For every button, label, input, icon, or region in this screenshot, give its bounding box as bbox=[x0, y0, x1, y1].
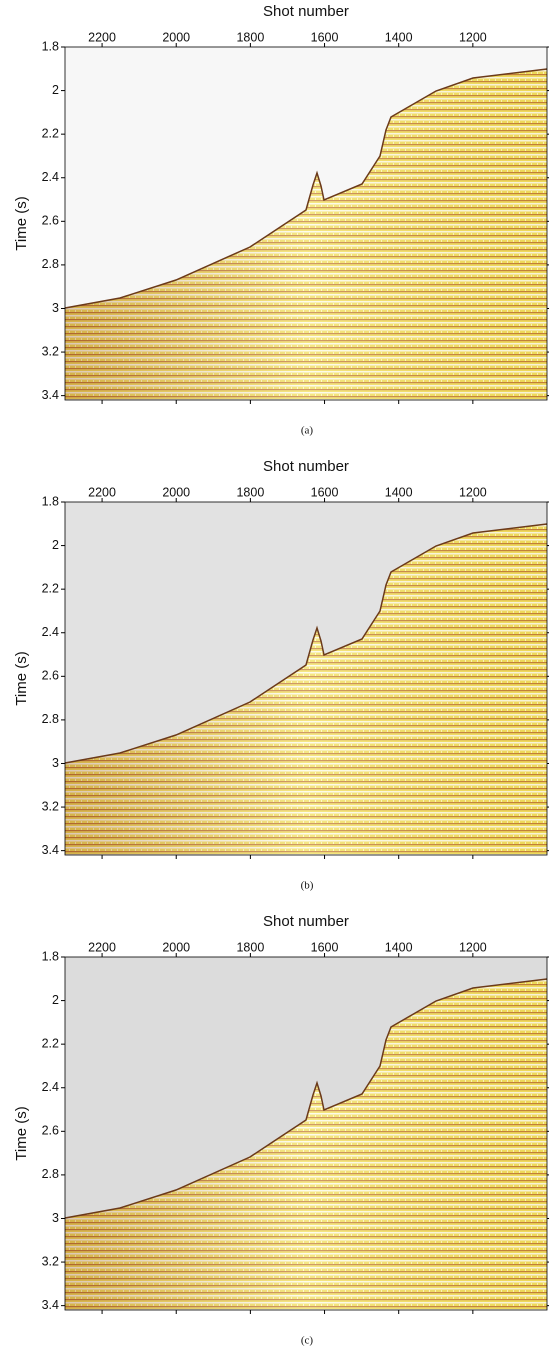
y-tick-label: 2.2 bbox=[42, 1036, 59, 1050]
sea-floor bbox=[64, 978, 548, 1219]
x-tick-label: 1800 bbox=[236, 30, 264, 44]
caption: (a) bbox=[301, 425, 314, 437]
panel: 2200 2000 1800 1600 1400 1200 1.8 2 2.2 2.4 2.6 2.8… bbox=[13, 913, 549, 1347]
y-tick-label: 2.8 bbox=[42, 712, 59, 726]
y-tick-label: 3.4 bbox=[42, 843, 59, 857]
sea-floor bbox=[64, 68, 548, 309]
y-tick-label: 1.8 bbox=[42, 39, 59, 53]
x-tick-label: 2200 bbox=[88, 485, 116, 499]
y-tick-label: 3.2 bbox=[42, 1254, 59, 1268]
x-tick-label: 2200 bbox=[88, 940, 116, 954]
x-axis-label: Shot number bbox=[263, 458, 349, 475]
sea-floor bbox=[64, 523, 548, 764]
x-tick-label: 2000 bbox=[162, 940, 190, 954]
x-tick-label: 1400 bbox=[385, 30, 413, 44]
plot-frame bbox=[64, 501, 548, 856]
x-tick-label: 1800 bbox=[236, 485, 264, 499]
y-tick-label: 2.8 bbox=[42, 257, 59, 271]
x-tick-label: 1400 bbox=[385, 485, 413, 499]
y-tick-label: 2.4 bbox=[42, 1080, 59, 1094]
y-tick-label: 2.4 bbox=[42, 170, 59, 184]
y-tick-label: 2 bbox=[52, 83, 59, 97]
y-tick-label: 2.4 bbox=[42, 625, 59, 639]
x-tick-label: 1200 bbox=[459, 940, 487, 954]
x-tick-label: 1400 bbox=[385, 940, 413, 954]
y-tick-label: 2.6 bbox=[42, 669, 59, 683]
y-tick-label: 1.8 bbox=[42, 949, 59, 963]
y-axis-label: Time (s) bbox=[13, 1106, 30, 1160]
y-axis-label: Time (s) bbox=[13, 196, 30, 250]
y-tick-label: 2 bbox=[52, 993, 59, 1007]
y-tick-label: 3.2 bbox=[42, 344, 59, 358]
x-tick-label: 2200 bbox=[88, 30, 116, 44]
x-tick-label: 2000 bbox=[162, 485, 190, 499]
y-tick-label: 2 bbox=[52, 538, 59, 552]
seismic-shading bbox=[65, 524, 547, 855]
x-tick-label: 1600 bbox=[311, 940, 339, 954]
x-tick-label: 1200 bbox=[459, 30, 487, 44]
x-tick-label: 1200 bbox=[459, 485, 487, 499]
y-tick-label: 2.6 bbox=[42, 214, 59, 228]
y-tick-label: 3 bbox=[52, 301, 59, 315]
y-tick-label: 2.8 bbox=[42, 1167, 59, 1181]
y-tick-label: 2.2 bbox=[42, 126, 59, 140]
x-tick-label: 1600 bbox=[311, 485, 339, 499]
panel: 2200 2000 1800 1600 1400 1200 1.8 2 2.2 2.4 2.6 2.8… bbox=[13, 3, 549, 437]
x-tick-label: 2000 bbox=[162, 30, 190, 44]
x-axis-label: Shot number bbox=[263, 3, 349, 20]
y-tick-label: 3 bbox=[52, 1211, 59, 1225]
y-tick-label: 2.6 bbox=[42, 1124, 59, 1138]
y-axis-label: Time (s) bbox=[13, 651, 30, 705]
y-tick-label: 3.4 bbox=[42, 388, 59, 402]
y-tick-label: 3.2 bbox=[42, 799, 59, 813]
x-tick-label: 1800 bbox=[236, 940, 264, 954]
caption: (b) bbox=[301, 880, 314, 892]
caption: (c) bbox=[301, 1335, 314, 1346]
y-tick-label: 3.4 bbox=[42, 1298, 59, 1312]
plot-frame bbox=[64, 956, 548, 1311]
y-tick-label: 2.2 bbox=[42, 581, 59, 595]
y-tick-label: 3 bbox=[52, 756, 59, 770]
seismic-shading bbox=[65, 69, 547, 400]
x-tick-label: 1600 bbox=[311, 30, 339, 44]
panel: 2200 2000 1800 1600 1400 1200 1.8 2 2.2 2.4 2.6 2.8… bbox=[13, 458, 549, 892]
y-tick-label: 1.8 bbox=[42, 494, 59, 508]
plot-frame bbox=[64, 46, 548, 401]
x-axis-label: Shot number bbox=[263, 913, 349, 930]
seismic-shading bbox=[65, 979, 547, 1310]
